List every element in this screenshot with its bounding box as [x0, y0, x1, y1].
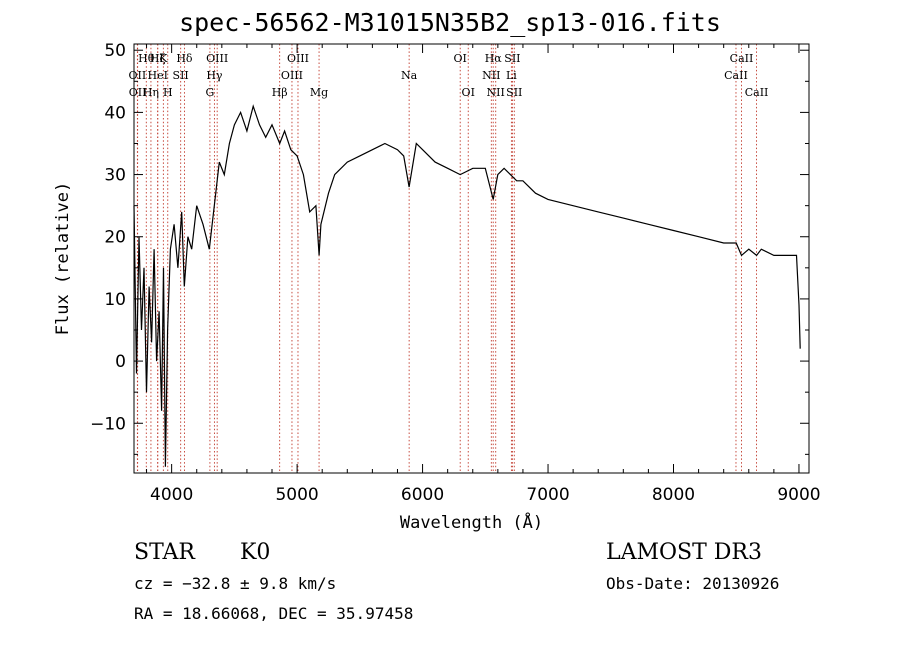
redshift-cz: cz = −32.8 ± 9.8 km/s: [134, 574, 337, 593]
line-label-4861: Hβ: [272, 86, 288, 99]
line-label-3969: H: [163, 86, 173, 99]
line-label-3729: OⅠⅠ: [129, 86, 147, 99]
line-label-4305: G: [206, 86, 215, 99]
line-label-4102: Hδ: [176, 52, 193, 65]
line-label-5893: Na: [401, 69, 418, 82]
y-tick-label-20: 20: [104, 228, 126, 248]
line-label-3889: Hζ: [150, 52, 166, 65]
line-label-6563: Hα: [485, 52, 503, 65]
line-label-5175: Mg: [310, 86, 328, 99]
line-label-3934: K: [159, 52, 168, 65]
line-label-3727: OⅠⅠ: [129, 69, 147, 82]
x-tick-label-4000: 4000: [150, 485, 193, 505]
line-label-3889: HeI: [147, 69, 167, 82]
y-tick-label-50: 50: [104, 41, 126, 61]
y-tick-label-40: 40: [104, 103, 126, 123]
x-axis-ticks: 4000 5000 6000 7000 8000 9000: [146, 44, 821, 505]
line-label-3835: Hη: [143, 86, 159, 99]
line-label-6708: Li: [506, 69, 517, 82]
x-tick-label-6000: 6000: [401, 485, 444, 505]
line-label-6716: SII: [504, 52, 520, 65]
y-axis-label: Flux (relative): [53, 182, 73, 336]
x-axis-label: Wavelength (Å): [400, 511, 543, 533]
line-label-4341: Hγ: [206, 69, 223, 82]
line-label-6548: NII: [482, 69, 500, 82]
observation-date: Obs-Date: 20130926: [606, 574, 780, 593]
y-tick-label-10: 10: [104, 290, 126, 310]
x-tick-label-5000: 5000: [275, 485, 318, 505]
x-tick-label-7000: 7000: [526, 485, 569, 505]
line-label-3798: Hθ: [138, 52, 155, 65]
survey-name: LAMOST DR3: [606, 540, 762, 565]
spectrum-line: [133, 104, 801, 467]
line-label-5007: OIII: [287, 52, 309, 65]
y-tick-label-0: 0: [115, 352, 126, 372]
emission-line-labels: OⅠⅠOⅠⅠHθHηHζHeIKHSIIHδGOIIIHγHβOIIIOIIIM…: [129, 52, 769, 99]
line-label-6583: NII: [487, 86, 505, 99]
line-label-8662: CaII: [745, 86, 769, 99]
chart-title: spec-56562-M31015N35B2_sp13-016.fits: [179, 8, 721, 37]
line-label-4072: SII: [173, 69, 189, 82]
y-tick-label-30: 30: [104, 166, 126, 186]
line-label-6364: OI: [462, 86, 475, 99]
line-label-4363: OIII: [206, 52, 228, 65]
plot-frame: [133, 43, 810, 474]
line-label-4959: OIII: [281, 69, 303, 82]
object-subclass: K0: [240, 540, 271, 565]
y-axis-ticks: −10 0 10 20 30 40 50: [90, 41, 809, 455]
x-tick-label-9000: 9000: [777, 485, 820, 505]
line-label-6300: OI: [454, 52, 467, 65]
x-tick-label-8000: 8000: [652, 485, 695, 505]
ra-dec: RA = 18.66068, DEC = 35.97458: [134, 604, 414, 623]
object-class: STAR: [134, 540, 195, 565]
line-label-8542: CaII: [730, 52, 754, 65]
y-tick-label--10: −10: [90, 414, 126, 434]
line-label-6731: SII: [506, 86, 522, 99]
line-label-8498: CaII: [724, 69, 748, 82]
emission-line-markers: [136, 44, 758, 473]
